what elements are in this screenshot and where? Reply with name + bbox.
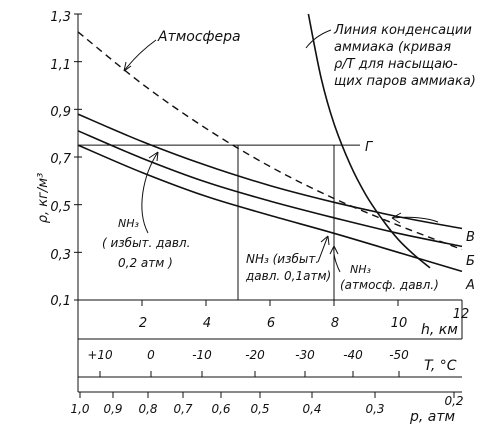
h-tick-label: 4 bbox=[203, 316, 211, 331]
y-tick-label: 0,9 bbox=[50, 105, 71, 120]
p-tick-label: 0,2 bbox=[444, 394, 463, 408]
h-tick-label: 10 bbox=[391, 316, 408, 331]
y-tick-label: 1,1 bbox=[50, 58, 71, 73]
series-label-b: Б bbox=[466, 254, 475, 269]
series-v-line bbox=[77, 113, 463, 230]
p-tick-label: 0,3 bbox=[365, 402, 384, 416]
arrowhead bbox=[148, 151, 159, 162]
h-tick-marks bbox=[141, 300, 399, 306]
y-tick-label: 0,1 bbox=[50, 294, 71, 309]
series-b-line bbox=[77, 130, 463, 248]
p-tick-marks bbox=[78, 391, 462, 398]
h-axis-label: h, км bbox=[421, 322, 458, 338]
y-tick-label: 0,7 bbox=[50, 152, 71, 167]
series-label-a: А bbox=[465, 278, 475, 293]
annotation-nh3-01: давл. 0,1атм) bbox=[245, 269, 331, 283]
annotation-condensation-line: ρ/T для насыщаю- bbox=[334, 57, 458, 72]
y-tick-label: 1,3 bbox=[50, 10, 71, 25]
annotation-nh3-02: ( избыт. давл. bbox=[102, 236, 190, 250]
p-tick-label: 0,4 bbox=[302, 402, 321, 416]
p-tick-label: 0,6 bbox=[211, 402, 230, 416]
intersection-pointer bbox=[391, 216, 439, 223]
t-tick-label: -50 bbox=[389, 348, 409, 362]
annotation-atmosphere-pointer bbox=[123, 39, 157, 72]
annotation-nh3-02: 0,2 атм ) bbox=[118, 256, 173, 270]
t-tick-label: +10 bbox=[87, 348, 113, 362]
guide-label-g: Г bbox=[365, 140, 374, 155]
annotation-nh3-01: NH₃ (избыт. bbox=[246, 252, 319, 266]
annotation-atmosphere: Атмосфера bbox=[157, 29, 241, 45]
t-axis-label: T, °C bbox=[424, 358, 457, 374]
series-condensation-line bbox=[307, 13, 431, 269]
y-tick-label: 0,5 bbox=[50, 200, 71, 215]
annotation-nh3-atm: (атмосф. давл.) bbox=[340, 278, 439, 292]
p-tick-label: 1,0 bbox=[70, 402, 89, 416]
h-tick-label: 2 bbox=[139, 316, 147, 331]
p-axis-label: p, атм bbox=[409, 409, 456, 425]
y-axis-label: ρ, кг/м³ bbox=[36, 173, 51, 224]
t-tick-label: -10 bbox=[192, 348, 212, 362]
annotation-condensation-line: аммиака (кривая bbox=[334, 40, 451, 55]
annotation-nh3-atm-pointer bbox=[333, 245, 341, 273]
t-tick-label: -40 bbox=[343, 348, 363, 362]
annotation-nh3-01-pointer bbox=[317, 235, 329, 263]
annotation-nh3-02: NH₃ bbox=[118, 217, 140, 230]
h-tick-label: 8 bbox=[331, 316, 339, 331]
annotation-condensation-line: Линия конденсации bbox=[333, 23, 472, 38]
p-tick-label: 0,8 bbox=[138, 402, 157, 416]
annotation-condensation-pointer bbox=[305, 29, 332, 49]
series-atmosphere-line bbox=[77, 31, 463, 251]
arrowhead bbox=[391, 212, 402, 224]
t-tick-label: 0 bbox=[147, 348, 155, 362]
series-label-v: В bbox=[466, 230, 475, 245]
y-tick-label: 0,3 bbox=[50, 248, 71, 263]
p-tick-label: 0,9 bbox=[103, 402, 122, 416]
t-tick-label: -30 bbox=[295, 348, 315, 362]
y-tick-marks bbox=[74, 13, 82, 301]
annotation-condensation-line: щих паров аммиака) bbox=[334, 74, 476, 89]
arrowhead bbox=[123, 61, 132, 72]
t-tick-marks bbox=[99, 371, 400, 377]
p-tick-label: 0,7 bbox=[173, 402, 192, 416]
p-tick-label: 0,5 bbox=[250, 402, 269, 416]
annotation-nh3-atm: NH₃ bbox=[350, 263, 372, 276]
arrowhead bbox=[320, 235, 330, 246]
t-tick-label: -20 bbox=[245, 348, 265, 362]
h-tick-label: 6 bbox=[267, 316, 275, 331]
series-a-line bbox=[77, 144, 463, 273]
arrowhead bbox=[329, 245, 339, 255]
h-tick-label: 12 bbox=[453, 307, 470, 322]
annotation-nh3-02-pointer bbox=[141, 151, 159, 234]
